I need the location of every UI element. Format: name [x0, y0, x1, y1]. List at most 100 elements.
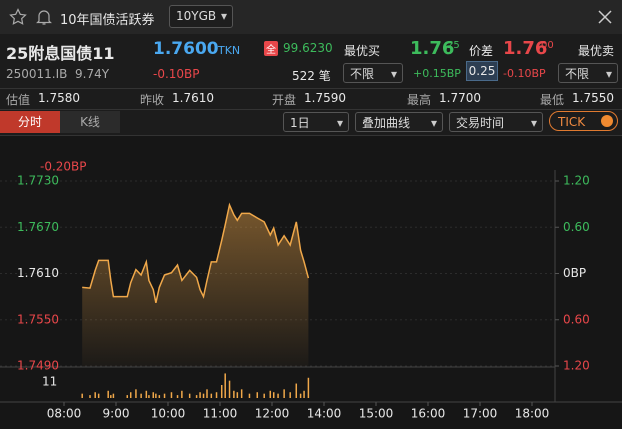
x-tick-label: 9:00: [103, 407, 130, 421]
volume-bar: [299, 393, 302, 398]
overlay-dropdown[interactable]: 叠加曲线: [355, 112, 443, 133]
volume-bar: [135, 389, 137, 398]
selector-text: 10YGB: [176, 9, 217, 23]
x-tick-label: 16:00: [411, 407, 446, 421]
volume-bar: [202, 393, 205, 398]
volume-bar: [295, 383, 298, 398]
x-tick-label: 11:00: [203, 407, 238, 421]
volume-bar: [126, 395, 129, 398]
bid-change: +0.15BP: [413, 67, 461, 80]
volume-bar: [176, 395, 179, 398]
volume-bar: [195, 395, 198, 398]
volume-bar: [220, 385, 223, 398]
y-tick-label: 1.7670: [17, 220, 59, 234]
volume-bar: [148, 395, 150, 398]
volume-bar: [283, 389, 285, 398]
volume-bar: [224, 373, 226, 398]
volume-bar: [145, 390, 148, 398]
volume-bar: [107, 390, 109, 398]
overlay-text: 叠加曲线: [362, 116, 411, 130]
spread-value: 0.25: [466, 61, 498, 81]
volume-bar: [158, 395, 161, 398]
volume-bar: [272, 392, 275, 398]
bid-filter-text: 不限: [350, 67, 375, 81]
bid-label: 最优买: [344, 44, 381, 58]
bond-selector[interactable]: 10YGB: [169, 5, 233, 28]
stat-label: 最高: [407, 93, 432, 107]
volume-bar: [89, 395, 91, 398]
y2-tick-label: 0.60: [563, 220, 590, 234]
ask-label: 最优卖: [578, 44, 615, 58]
price-source: TKN: [218, 44, 241, 57]
volume-bar: [256, 392, 259, 398]
period-text: 1日: [290, 116, 310, 130]
bond-price: 1.7600: [153, 39, 219, 59]
volume-bar: [129, 392, 132, 398]
volume-bar: [94, 392, 96, 398]
stat-label: 昨收: [140, 93, 165, 107]
session-dropdown[interactable]: 交易时间: [449, 112, 543, 133]
clean-price: 99.6230: [283, 41, 333, 55]
volume-bar: [269, 390, 272, 398]
bell-icon[interactable]: [35, 8, 53, 26]
x-tick-label: 17:00: [463, 407, 498, 421]
chart: -0.20BP 1.7730 1.7670 1.7610 1.7550 1.7490 1.…: [0, 160, 622, 421]
bid-price: 1.76: [410, 38, 455, 59]
x-tick-label: 10:00: [151, 407, 186, 421]
bid-price-sup: 25: [447, 40, 460, 51]
trade-count: 522 笔: [292, 69, 331, 83]
tick-toggle[interactable]: TICK: [549, 111, 618, 131]
volume-bar: [170, 392, 173, 398]
stat-value: 1.7580: [38, 91, 80, 105]
volume-bar: [277, 393, 279, 398]
volume-bar: [210, 393, 213, 398]
bond-name: 25附息国债11: [6, 44, 115, 63]
ask-price: 1.76: [503, 38, 548, 59]
volume-bar: [140, 393, 142, 398]
stat-value: 1.7610: [172, 91, 214, 105]
tenor: 9.74Y: [75, 67, 110, 81]
bond-code: 250011.IB: [6, 67, 68, 81]
volume-bar: [163, 393, 166, 398]
tick-text: TICK: [558, 115, 586, 129]
y2-tick-label: 0BP: [563, 266, 586, 280]
bid-filter[interactable]: 不限: [343, 63, 403, 84]
star-icon[interactable]: [9, 8, 27, 26]
tab-kline[interactable]: K线: [60, 111, 120, 133]
x-tick-label: 15:00: [359, 407, 394, 421]
x-tick-label: 12:00: [255, 407, 290, 421]
price-change: -0.10BP: [153, 67, 200, 81]
volume-tick-label: 11: [42, 375, 57, 389]
y-tick-label: 1.7610: [17, 266, 59, 280]
price-area: [82, 204, 309, 366]
spread-label: 价差: [469, 44, 494, 58]
y2-tick-label: 1.20: [563, 359, 590, 373]
tab-intraday[interactable]: 分时: [0, 111, 60, 133]
ask-price-sup: 00: [541, 40, 554, 51]
stat-value: 1.7700: [439, 91, 481, 105]
volume-bar: [233, 390, 235, 398]
ask-filter-text: 不限: [565, 67, 590, 81]
volume-bar: [206, 389, 208, 398]
close-icon[interactable]: [597, 9, 613, 25]
full-tag: 全: [264, 41, 278, 56]
volume-bar: [236, 392, 239, 398]
volume-bar: [263, 393, 265, 398]
ask-change: -0.10BP: [503, 67, 546, 80]
y-tick-label: 1.7550: [17, 312, 59, 326]
tick-dot: [601, 115, 613, 127]
volume-bar: [112, 393, 115, 398]
header-title: 10年国债活跃券: [60, 13, 155, 28]
quote-panel: [0, 34, 622, 89]
ask-filter[interactable]: 不限: [558, 63, 618, 84]
y-tick-label: 1.7490: [17, 359, 59, 373]
top-bar: [0, 0, 622, 34]
volume-bar: [110, 395, 112, 398]
x-tick-label: 14:00: [307, 407, 342, 421]
y2-tick-label: 1.20: [563, 174, 590, 188]
period-dropdown[interactable]: 1日: [283, 112, 349, 133]
volume-bar: [248, 393, 251, 398]
volume-bar: [240, 389, 243, 398]
volume-bar: [228, 380, 231, 398]
volume-bar: [181, 390, 183, 398]
